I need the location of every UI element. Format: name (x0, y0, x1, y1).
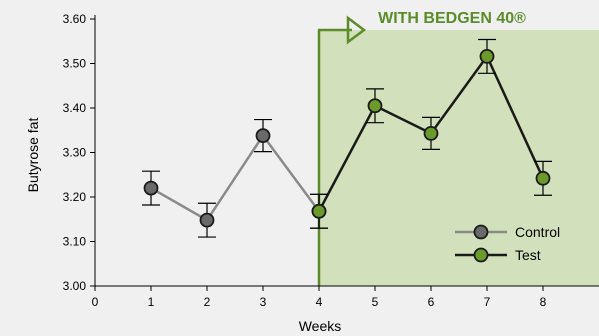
x-tick-label: 1 (148, 295, 155, 309)
control-series-line (150, 134, 321, 222)
x-tick-label: 0 (92, 295, 99, 309)
legend-test-marker (473, 247, 489, 263)
test-data-point (423, 125, 439, 141)
test-data-point (535, 170, 551, 186)
legend-test-label: Test (515, 247, 541, 263)
x-tick-label: 5 (372, 295, 379, 309)
bedgen-shaded-region (319, 30, 599, 286)
x-tick-label: 4 (316, 295, 323, 309)
x-tick-label: 6 (428, 295, 435, 309)
y-tick-label: 3.30 (63, 146, 87, 160)
x-tick-label: 8 (540, 295, 547, 309)
y-tick-label: 3.10 (63, 235, 87, 249)
bedgen-arrow-head (346, 15, 367, 45)
legend-control-label: Control (515, 224, 560, 240)
bedgen-annotation-label: WITH BEDGEN 40® (378, 10, 526, 27)
control-data-point (255, 128, 271, 143)
y-tick-label: 3.50 (63, 57, 87, 71)
y-tick-label: 3.00 (63, 279, 87, 293)
control-data-point (199, 212, 215, 228)
x-axis-label: Weeks (299, 318, 342, 334)
y-tick-label: 3.40 (63, 101, 87, 115)
y-tick-label: 3.20 (63, 190, 87, 204)
legend-control-marker (473, 224, 489, 240)
control-data-point (143, 180, 159, 196)
y-tick-label: 3.60 (63, 12, 87, 26)
y-axis-label: Butyrose fat (25, 118, 41, 193)
test-data-point (479, 48, 495, 64)
test-data-point (367, 98, 383, 114)
x-tick-label: 2 (204, 295, 211, 309)
x-tick-label: 7 (484, 295, 491, 309)
x-tick-label: 3 (260, 295, 267, 309)
test-data-point (311, 203, 327, 219)
